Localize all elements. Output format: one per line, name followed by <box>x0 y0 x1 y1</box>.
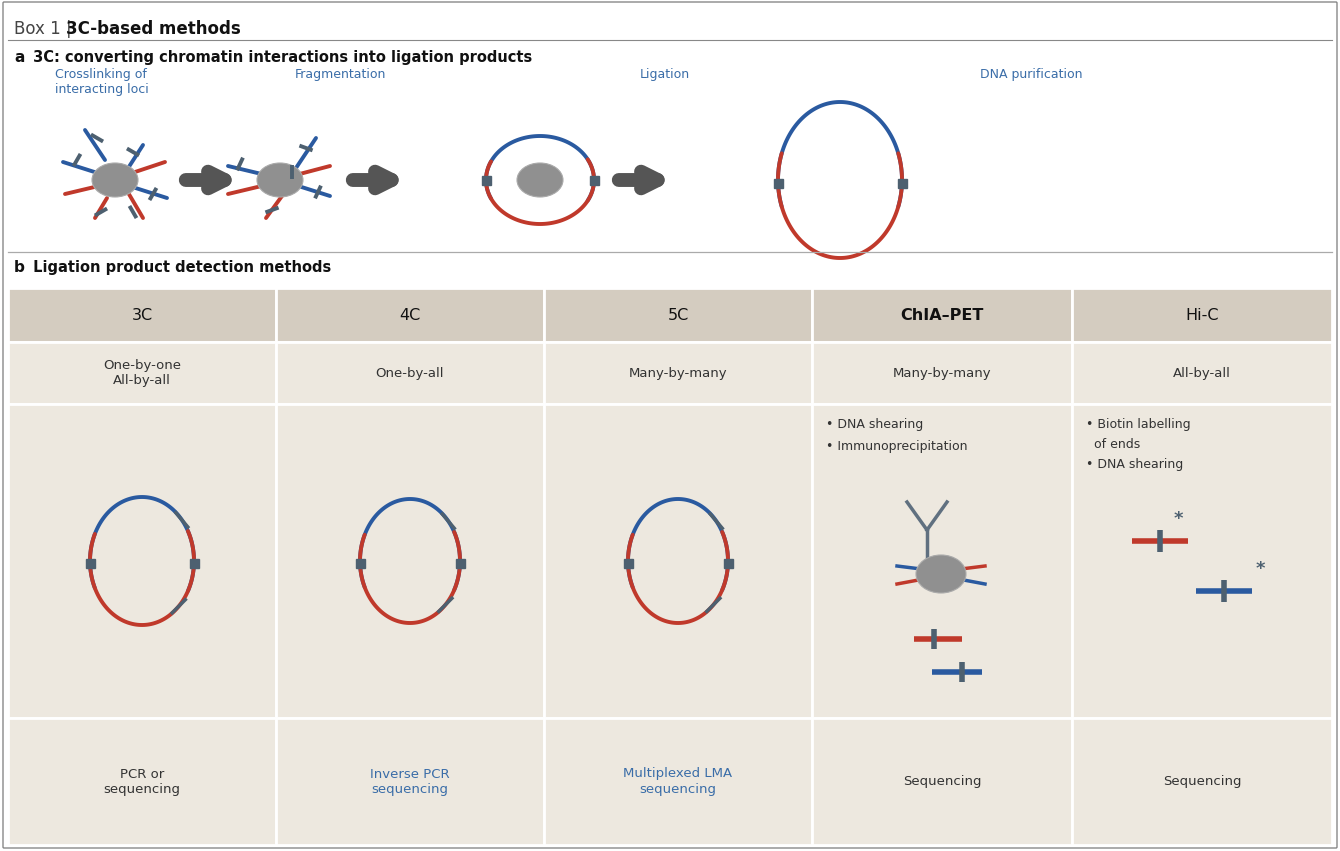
Text: Ligation product detection methods: Ligation product detection methods <box>28 260 331 275</box>
Text: • Immunoprecipitation: • Immunoprecipitation <box>825 440 967 453</box>
Bar <box>773 179 783 187</box>
Bar <box>276 404 544 718</box>
Ellipse shape <box>257 163 303 197</box>
Text: *: * <box>1174 510 1183 528</box>
Ellipse shape <box>917 555 966 593</box>
FancyBboxPatch shape <box>3 2 1337 848</box>
Bar <box>1072 288 1332 342</box>
Bar <box>544 342 812 404</box>
Bar <box>1072 404 1332 718</box>
Text: ChIA–PET: ChIA–PET <box>900 307 984 323</box>
Bar <box>623 558 632 568</box>
Bar <box>276 342 544 404</box>
Text: Sequencing: Sequencing <box>1163 775 1241 788</box>
Bar <box>812 288 1072 342</box>
Text: of ends: of ends <box>1085 438 1140 451</box>
Bar <box>544 718 812 845</box>
Bar <box>1072 342 1332 404</box>
Text: Ligation: Ligation <box>641 68 690 81</box>
Bar <box>481 175 490 185</box>
Bar <box>1072 718 1332 845</box>
Bar <box>812 718 1072 845</box>
Text: 3C: 3C <box>131 307 153 323</box>
Bar <box>898 179 906 187</box>
Text: a: a <box>13 50 24 65</box>
Text: • DNA shearing: • DNA shearing <box>825 418 923 431</box>
Bar <box>355 558 364 568</box>
Text: Fragmentation: Fragmentation <box>295 68 386 81</box>
Bar <box>724 558 733 568</box>
Text: Hi-C: Hi-C <box>1186 307 1219 323</box>
Text: • Biotin labelling: • Biotin labelling <box>1085 418 1191 431</box>
Text: Inverse PCR
sequencing: Inverse PCR sequencing <box>370 768 450 796</box>
Text: Many-by-many: Many-by-many <box>892 367 992 380</box>
Ellipse shape <box>517 163 563 197</box>
Text: Box 1 |: Box 1 | <box>13 20 76 38</box>
Text: 3C-based methods: 3C-based methods <box>66 20 241 38</box>
Text: Multiplexed LMA
sequencing: Multiplexed LMA sequencing <box>623 768 733 796</box>
Bar <box>86 558 95 568</box>
Bar <box>544 288 812 342</box>
Bar <box>456 558 465 568</box>
Bar <box>276 718 544 845</box>
Text: DNA purification: DNA purification <box>980 68 1083 81</box>
Text: • DNA shearing: • DNA shearing <box>1085 458 1183 471</box>
Text: One-by-one
All-by-all: One-by-one All-by-all <box>103 359 181 387</box>
Bar <box>8 718 276 845</box>
Text: Sequencing: Sequencing <box>903 775 981 788</box>
Bar <box>8 288 276 342</box>
Bar <box>8 342 276 404</box>
Text: *: * <box>1256 560 1265 578</box>
Text: 3C: converting chromatin interactions into ligation products: 3C: converting chromatin interactions in… <box>28 50 532 65</box>
Bar <box>544 404 812 718</box>
Bar <box>8 404 276 718</box>
Text: b: b <box>13 260 25 275</box>
Text: PCR or
sequencing: PCR or sequencing <box>103 768 181 796</box>
Text: 4C: 4C <box>399 307 421 323</box>
Text: Many-by-many: Many-by-many <box>628 367 728 380</box>
Bar <box>189 558 198 568</box>
Ellipse shape <box>92 163 138 197</box>
Bar <box>812 342 1072 404</box>
Bar <box>590 175 599 185</box>
Text: Crosslinking of
interacting loci: Crosslinking of interacting loci <box>55 68 149 96</box>
Bar <box>812 404 1072 718</box>
Text: All-by-all: All-by-all <box>1172 367 1231 380</box>
Text: One-by-all: One-by-all <box>375 367 445 380</box>
Bar <box>276 288 544 342</box>
Text: 5C: 5C <box>667 307 689 323</box>
